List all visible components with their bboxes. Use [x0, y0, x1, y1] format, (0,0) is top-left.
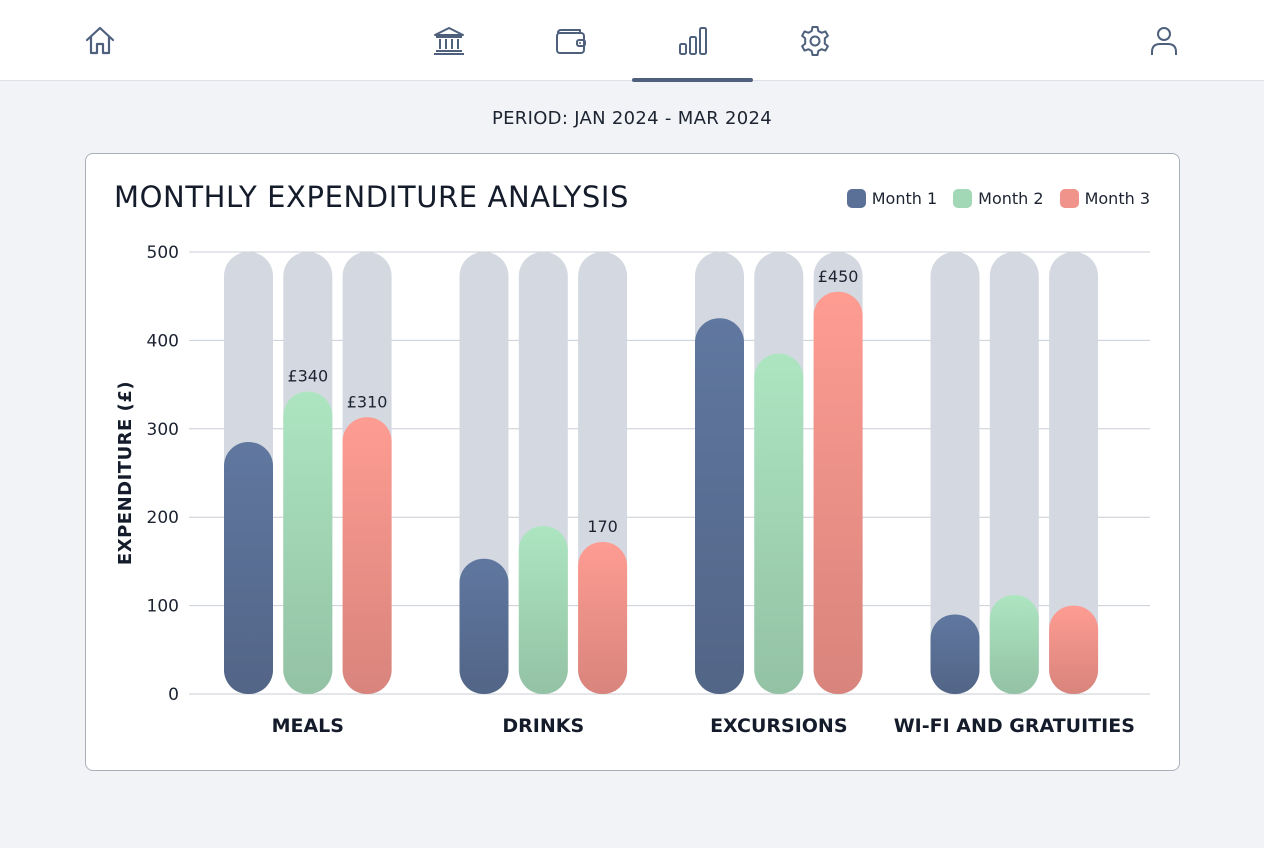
y-tick-label: 200 — [147, 508, 179, 528]
nav-analytics-button[interactable] — [632, 0, 753, 82]
data-label: £450 — [818, 267, 859, 286]
x-category-label: EXCURSIONS — [710, 715, 847, 737]
period-label: PERIOD: JAN 2024 - MAR 2024 — [491, 108, 773, 129]
legend-item-month-2[interactable]: Month 2 — [953, 189, 1044, 208]
legend-label: Month 1 — [871, 189, 938, 208]
nav-wallet-button[interactable] — [541, 0, 601, 81]
x-category-label: WI-FI AND GRATUITIES — [894, 715, 1135, 737]
bar — [283, 391, 333, 694]
bar-track — [930, 252, 980, 694]
home-icon — [85, 26, 115, 54]
bar-track — [1049, 252, 1099, 694]
legend-item-month-1[interactable]: Month 1 — [846, 189, 938, 208]
y-tick-label: 400 — [147, 331, 179, 351]
legend-label: Month 2 — [978, 189, 1044, 208]
legend-swatch — [846, 189, 866, 208]
gear-icon — [801, 25, 829, 56]
y-tick-label: 300 — [147, 420, 179, 440]
y-tick-label: 100 — [147, 597, 179, 617]
bar — [813, 291, 863, 694]
bar-track — [989, 252, 1039, 694]
legend-item-month-3[interactable]: Month 3 — [1059, 189, 1150, 208]
top-navigation-bar — [0, 0, 1264, 82]
bar — [989, 594, 1039, 694]
bar — [930, 614, 980, 694]
bar — [695, 318, 744, 694]
data-label: £310 — [347, 392, 388, 411]
legend-swatch — [1059, 189, 1079, 208]
x-category-label: MEALS — [272, 715, 344, 737]
bank-icon — [434, 26, 464, 55]
bar — [342, 417, 392, 694]
bar — [578, 541, 628, 694]
legend-label: Month 3 — [1084, 189, 1150, 208]
nav-bank-button[interactable] — [419, 0, 479, 81]
chart-legend: Month 1 Month 2 Month 3 — [846, 189, 1150, 208]
chart-title: MONTHLY EXPENDITURE ANALYSIS — [114, 180, 630, 214]
y-axis-label: EXPENDITURE (£) — [115, 381, 136, 565]
nav-home-button[interactable] — [70, 0, 130, 81]
x-category-label: DRINKS — [502, 715, 584, 737]
bar — [1049, 605, 1099, 694]
data-label: 170 — [587, 517, 618, 536]
data-label: £340 — [287, 367, 328, 386]
nav-settings-button[interactable] — [785, 0, 845, 81]
bar-chart-icon — [678, 26, 707, 55]
y-tick-label: 500 — [147, 243, 179, 263]
nav-profile-button[interactable] — [1134, 0, 1194, 81]
wallet-icon — [556, 28, 586, 54]
bar — [224, 442, 273, 694]
legend-swatch — [953, 189, 973, 208]
y-tick-label: 0 — [168, 685, 179, 705]
user-icon — [1151, 26, 1177, 55]
bar — [518, 526, 568, 694]
bar — [459, 558, 509, 694]
bar — [754, 353, 804, 694]
